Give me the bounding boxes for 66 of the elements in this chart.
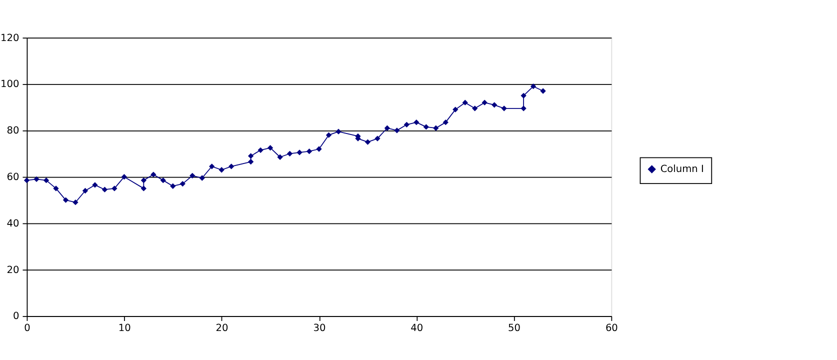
point bbox=[433, 125, 439, 131]
point bbox=[452, 106, 458, 112]
point bbox=[160, 177, 166, 184]
x-tick-label: 50 bbox=[508, 322, 521, 334]
point bbox=[92, 182, 98, 188]
y-tick-label: 100 bbox=[0, 79, 20, 90]
x-tick-label: 20 bbox=[216, 322, 228, 334]
point bbox=[306, 148, 312, 154]
point bbox=[267, 145, 274, 151]
point bbox=[218, 167, 224, 173]
point bbox=[442, 119, 448, 126]
point bbox=[150, 172, 156, 178]
point bbox=[404, 122, 410, 128]
point bbox=[296, 150, 302, 156]
point bbox=[190, 172, 196, 178]
y-tick-label: 60 bbox=[6, 172, 20, 183]
point bbox=[140, 186, 146, 192]
point bbox=[43, 177, 50, 184]
point bbox=[423, 124, 429, 130]
point bbox=[530, 84, 536, 90]
point bbox=[53, 186, 59, 192]
point bbox=[121, 174, 128, 180]
y-tick-label: 120 bbox=[0, 32, 20, 44]
point bbox=[140, 177, 146, 184]
point bbox=[62, 197, 69, 203]
point bbox=[364, 139, 371, 145]
x-tick-label: 60 bbox=[605, 322, 618, 334]
legend-label: Column I bbox=[660, 164, 704, 175]
y-tick-label: 20 bbox=[6, 264, 20, 276]
point bbox=[462, 100, 468, 106]
point bbox=[326, 132, 332, 138]
point bbox=[520, 106, 526, 112]
x-tick-label: 10 bbox=[118, 322, 131, 334]
point bbox=[228, 164, 234, 170]
point bbox=[501, 106, 507, 112]
x-tick-label: 0 bbox=[24, 322, 30, 334]
point bbox=[472, 106, 478, 112]
x-tick-label: 30 bbox=[313, 322, 326, 334]
point bbox=[248, 153, 254, 159]
point bbox=[374, 136, 380, 142]
point bbox=[277, 154, 283, 160]
point bbox=[209, 164, 215, 170]
x-tick-label: 40 bbox=[410, 322, 424, 334]
point bbox=[248, 158, 254, 165]
point bbox=[112, 186, 118, 192]
point bbox=[336, 128, 342, 134]
point bbox=[180, 180, 186, 187]
point bbox=[520, 92, 526, 98]
y-tick-label: 40 bbox=[6, 218, 20, 230]
point bbox=[102, 186, 108, 192]
point bbox=[384, 125, 390, 131]
point bbox=[34, 176, 40, 182]
point bbox=[414, 119, 420, 126]
point bbox=[82, 188, 88, 194]
point bbox=[286, 150, 293, 156]
y-tick-label: 80 bbox=[6, 126, 20, 137]
point bbox=[72, 200, 78, 206]
point bbox=[540, 88, 546, 94]
y-tick-label: 0 bbox=[12, 311, 20, 322]
point bbox=[316, 146, 322, 152]
point bbox=[492, 102, 498, 108]
point bbox=[394, 128, 400, 134]
point bbox=[258, 147, 264, 153]
point bbox=[170, 183, 176, 189]
point bbox=[199, 175, 205, 181]
point bbox=[482, 100, 488, 106]
